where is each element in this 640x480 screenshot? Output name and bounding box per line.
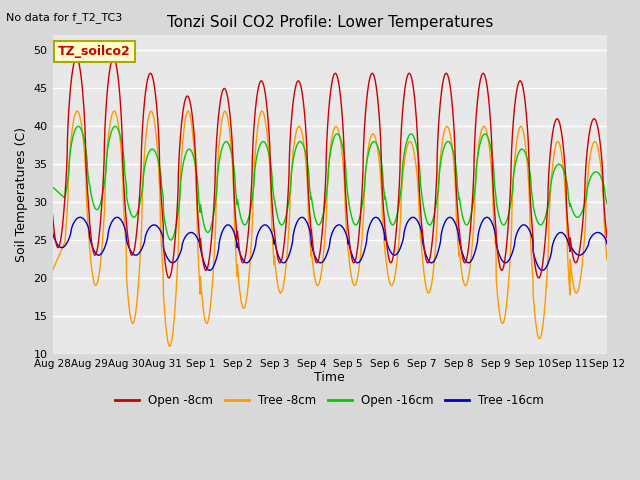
X-axis label: Time: Time — [314, 372, 345, 384]
Text: No data for f_T2_TC3: No data for f_T2_TC3 — [6, 12, 123, 23]
Title: Tonzi Soil CO2 Profile: Lower Temperatures: Tonzi Soil CO2 Profile: Lower Temperatur… — [166, 15, 493, 30]
Text: TZ_soilco2: TZ_soilco2 — [58, 45, 131, 58]
Y-axis label: Soil Temperatures (C): Soil Temperatures (C) — [15, 127, 28, 262]
Legend: Open -8cm, Tree -8cm, Open -16cm, Tree -16cm: Open -8cm, Tree -8cm, Open -16cm, Tree -… — [111, 389, 549, 411]
